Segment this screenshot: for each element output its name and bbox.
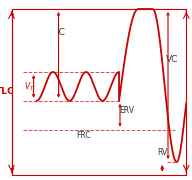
Text: ERV: ERV (119, 106, 134, 115)
Text: RV: RV (157, 148, 167, 157)
Text: $V_T$: $V_T$ (24, 80, 35, 93)
Text: FRC: FRC (76, 131, 91, 140)
Text: IC: IC (56, 28, 65, 37)
Text: VC: VC (166, 55, 178, 64)
Text: TLC: TLC (0, 87, 14, 96)
